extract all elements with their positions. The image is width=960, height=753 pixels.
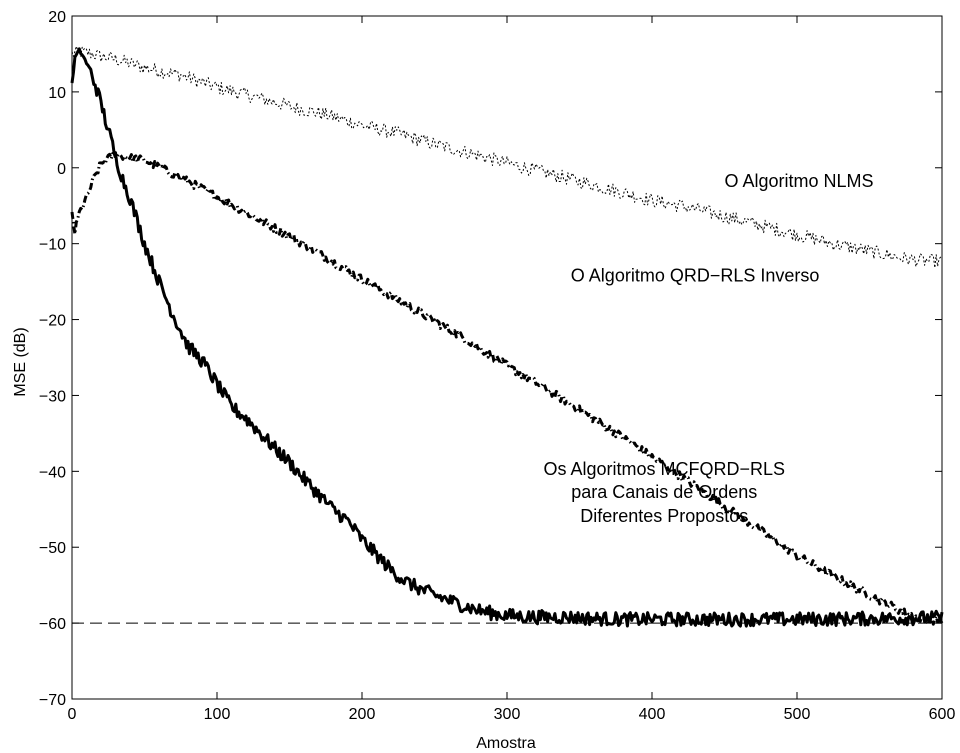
series-line-dotted [71, 45, 943, 269]
y-tick-label: −20 [39, 313, 66, 330]
x-tick-label: 0 [68, 706, 77, 723]
annotation-label: Diferentes Propostos [580, 506, 748, 526]
y-tick-label: 20 [48, 9, 66, 26]
y-tick-label: −40 [39, 464, 66, 481]
x-tick-label: 400 [639, 706, 666, 723]
x-axis-label: Amostra [476, 735, 536, 752]
annotation-label: O Algoritmo NLMS [725, 171, 874, 191]
x-tick-label: 200 [349, 706, 376, 723]
annotation-label: Os Algoritmos MCFQRD−RLS [543, 459, 785, 479]
series-layer [70, 45, 944, 628]
y-tick-label: 10 [48, 85, 66, 102]
series-line-dashdot [70, 151, 944, 626]
annotation-label: para Canais de Ordens [571, 482, 757, 502]
y-axis-label: MSE (dB) [12, 327, 29, 396]
y-tick-label: −50 [39, 540, 66, 557]
x-tick-label: 300 [494, 706, 521, 723]
y-tick-label: −70 [39, 692, 66, 709]
x-tick-label: 100 [204, 706, 231, 723]
annotations-layer: O Algoritmo NLMS O Algoritmo QRD−RLS Inve… [543, 171, 873, 526]
series-line-solid [70, 47, 944, 628]
x-tick-label: 600 [929, 706, 956, 723]
x-tick-label: 500 [784, 706, 811, 723]
y-tick-label: −60 [39, 616, 66, 633]
y-tick-label: −10 [39, 237, 66, 254]
y-tick-label: −30 [39, 388, 66, 405]
y-tick-label: 0 [57, 161, 66, 178]
ticks-layer: 0 100 200 300 400 500 600−70−60−50−40−30−20−10… [39, 9, 956, 723]
annotation-label: O Algoritmo QRD−RLS Inverso [571, 266, 820, 286]
